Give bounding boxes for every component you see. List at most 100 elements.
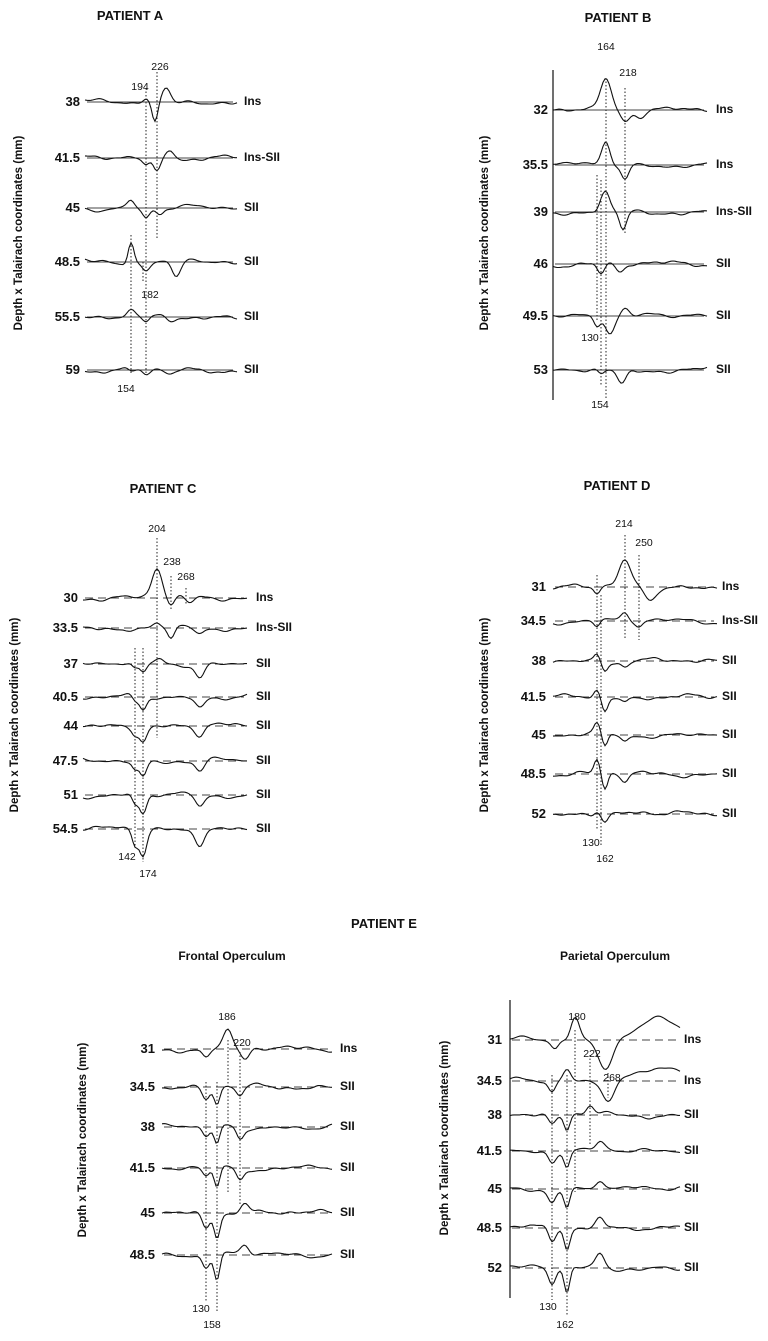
latency-label: 268	[177, 571, 195, 583]
depth-label: 34.5	[477, 1073, 502, 1088]
depth-label: 48.5	[477, 1220, 502, 1235]
depth-label: 45	[66, 200, 80, 215]
depth-label: 31	[532, 579, 546, 594]
region-label: SII	[716, 308, 731, 322]
region-label: SII	[256, 753, 271, 767]
evoked-potential-trace	[552, 758, 718, 791]
evoked-potential-trace	[84, 241, 238, 278]
depth-label: 52	[488, 1260, 502, 1275]
region-label: SII	[716, 362, 731, 376]
region-label: SII	[684, 1260, 699, 1274]
region-label: Ins-SII	[256, 620, 292, 634]
evoked-potential-trace	[82, 693, 248, 711]
depth-label: 37	[64, 656, 78, 671]
latency-label: 130	[582, 837, 600, 849]
panel-title: PATIENT A	[97, 8, 164, 23]
region-label: SII	[722, 727, 737, 741]
region-label: SII	[256, 689, 271, 703]
depth-label: 45	[532, 727, 546, 742]
panel-subtitle: Frontal Operculum	[178, 949, 285, 963]
latency-label: 158	[203, 1319, 221, 1331]
region-label: SII	[722, 653, 737, 667]
evoked-potential-trace	[509, 1105, 680, 1131]
region-label: SII	[722, 806, 737, 820]
latency-label: 174	[139, 868, 157, 880]
region-label: SII	[340, 1160, 355, 1174]
evoked-potential-trace	[552, 307, 708, 335]
region-label: Ins	[684, 1032, 702, 1046]
evoked-potential-trace	[552, 612, 718, 628]
latency-label: 204	[148, 523, 166, 535]
evoked-potential-trace	[82, 756, 247, 777]
depth-label: 38	[66, 94, 80, 109]
depth-label: 38	[532, 653, 546, 668]
y-axis-label: Depth x Talairach coordinates (mm)	[439, 1040, 451, 1235]
evoked-potential-trace	[552, 653, 718, 673]
region-label: Ins-SII	[722, 613, 758, 627]
panel-patient-d: PATIENT D Depth x Talairach coordinates (…	[479, 478, 758, 865]
depth-label: 52	[532, 806, 546, 821]
region-label: Ins	[684, 1073, 702, 1087]
latency-label: 238	[163, 556, 181, 568]
depth-label: 54.5	[53, 821, 78, 836]
region-label: Ins-SII	[716, 204, 752, 218]
evoked-potential-trace	[552, 141, 708, 181]
evoked-potential-trace	[510, 1180, 681, 1208]
region-label: SII	[684, 1107, 699, 1121]
evoked-potential-trace	[552, 721, 718, 747]
y-axis-label: Depth x Talairach coordinates (mm)	[479, 617, 491, 812]
depth-label: 39	[534, 204, 548, 219]
evoked-potential-trace	[161, 1203, 333, 1239]
evoked-potential-trace	[509, 1067, 681, 1103]
depth-label: 33.5	[53, 620, 78, 635]
region-label: SII	[340, 1247, 355, 1261]
region-label: SII	[722, 766, 737, 780]
region-label: Ins	[340, 1041, 358, 1055]
panel-title: PATIENT D	[584, 478, 651, 493]
latency-label: 162	[596, 853, 614, 865]
region-label: Ins	[722, 579, 740, 593]
panel-patient-e-frontal: Frontal Operculum Depth x Talairach coord…	[77, 949, 358, 1331]
evoked-potential-trace	[510, 1252, 681, 1292]
evoked-potential-trace	[161, 1028, 333, 1060]
depth-label: 53	[534, 362, 548, 377]
evoked-potential-trace	[82, 567, 248, 606]
y-axis-label: Depth x Talairach coordinates (mm)	[9, 617, 21, 812]
depth-label: 35.5	[523, 157, 548, 172]
evoked-potential-trace	[161, 1164, 333, 1187]
evoked-potential-trace	[552, 260, 708, 275]
depth-label: 48.5	[55, 254, 80, 269]
latency-label: 162	[556, 1319, 574, 1331]
region-label: SII	[684, 1143, 699, 1157]
evoked-potential-trace	[510, 1140, 681, 1168]
depth-label: 45	[488, 1181, 502, 1196]
depth-label: 31	[141, 1041, 155, 1056]
latency-label: 220	[233, 1037, 251, 1049]
evoked-potential-trace	[552, 810, 717, 824]
depth-label: 49.5	[523, 308, 548, 323]
depth-label: 38	[141, 1119, 155, 1134]
region-label: SII	[716, 256, 731, 270]
depth-label: 31	[488, 1032, 502, 1047]
evoked-potential-trace	[162, 1082, 333, 1105]
depth-label: 51	[64, 787, 78, 802]
evoked-potential-trace	[161, 1123, 333, 1144]
evoked-potential-trace	[82, 791, 248, 815]
depth-label: 34.5	[130, 1079, 155, 1094]
latency-label: 218	[619, 67, 637, 79]
evoked-potential-trace	[84, 367, 238, 376]
evoked-potential-trace	[82, 722, 248, 744]
depth-label: 47.5	[53, 753, 78, 768]
depth-label: 34.5	[521, 613, 546, 628]
patient-e-title: PATIENT E	[351, 916, 417, 931]
region-label: SII	[256, 821, 271, 835]
evoked-potential-trace	[84, 199, 238, 218]
depth-label: 48.5	[521, 766, 546, 781]
depth-label: 44	[64, 718, 79, 733]
panel-title: PATIENT B	[585, 10, 652, 25]
panel-patient-b: PATIENT B Depth x Talairach coordinates (…	[479, 10, 752, 411]
region-label: SII	[256, 718, 271, 732]
region-label: Ins	[244, 94, 262, 108]
region-label: Ins	[256, 590, 274, 604]
latency-label: 268	[603, 1072, 621, 1084]
